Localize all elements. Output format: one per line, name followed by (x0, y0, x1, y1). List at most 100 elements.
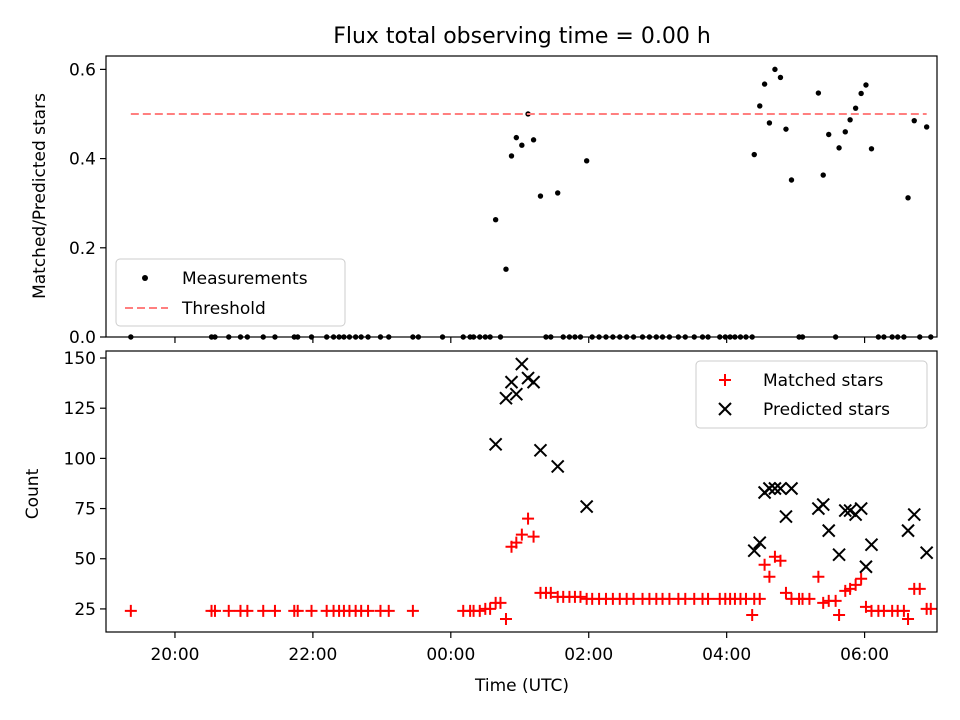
matched-stars-point (702, 592, 715, 605)
count-y-tick-label: 50 (74, 550, 96, 570)
matched-stars-point (833, 608, 846, 621)
legend-threshold-label: Threshold (181, 299, 266, 319)
measurements-point (503, 266, 509, 272)
predicted-stars-point (901, 523, 915, 538)
predicted-stars-point (907, 507, 921, 522)
matched-stars-point (758, 558, 771, 571)
legend-measurements-label: Measurements (182, 269, 308, 289)
measurements-point (911, 117, 917, 124)
x-tick-label: 04:00 (702, 645, 751, 665)
measurements-point (852, 105, 859, 111)
measurements-point (583, 158, 590, 164)
count-plot-area (124, 357, 937, 625)
matched-stars-point (849, 578, 862, 591)
measurements-point (492, 216, 499, 223)
matched-stars-point (499, 612, 512, 625)
measurements-point (858, 90, 864, 97)
measurements-point (842, 129, 848, 135)
predicted-stars-point (816, 497, 830, 512)
measurements-point (826, 131, 832, 138)
measurements-point (868, 146, 875, 152)
matched-stars-point (124, 604, 137, 617)
measurements-point (905, 195, 911, 201)
predicted-stars-point (550, 459, 565, 474)
x-tick-label: 06:00 (840, 645, 889, 665)
ratio-y-axis-label: Matched/Predicted stars (30, 93, 50, 299)
matched-stars-point (527, 530, 540, 543)
matched-stars-point (362, 604, 375, 617)
count-y-tick-label: 100 (64, 449, 96, 469)
count-y-axis-label: Count (23, 468, 43, 519)
ratio-legend-box (115, 258, 346, 327)
count-y-tick-label: 125 (64, 399, 96, 419)
measurements-point (847, 117, 853, 123)
predicted-stars-point (753, 535, 767, 550)
x-tick-label: 22:00 (288, 645, 337, 665)
matched-stars-point (257, 604, 270, 617)
predicted-stars-point (919, 546, 934, 560)
legend-measurements-marker (142, 275, 148, 281)
measurements-point (788, 177, 795, 183)
x-axis-label: Time (UTC) (474, 676, 569, 696)
matched-stars-point (484, 602, 497, 615)
predicted-stars-point (838, 503, 852, 518)
predicted-stars-point (784, 481, 799, 496)
ratio-plot-frame (105, 55, 938, 338)
predicted-stars-point (521, 371, 535, 385)
chart-title: Flux total observing time = 0.00 h (333, 24, 711, 49)
predicted-stars-point (864, 537, 879, 552)
measurements-point (766, 120, 773, 126)
predicted-stars-point (762, 481, 777, 496)
predicted-stars-point (854, 501, 868, 516)
count-panel: 25 50 75 100 125 150 20:00 22:00 00:00 02:00 04:00… (23, 349, 938, 696)
measurements-point (836, 145, 842, 151)
measurements-point (530, 137, 537, 143)
matched-stars-point (753, 592, 766, 605)
ratio-y-tick-label: 0.6 (69, 60, 96, 80)
measurements-point (815, 90, 822, 96)
measurements-point (820, 172, 826, 178)
matched-stars-point (473, 604, 486, 617)
predicted-stars-point (509, 387, 524, 401)
matched-stars-point (241, 604, 254, 617)
matched-stars-point (382, 604, 395, 617)
legend-matched-marker (719, 374, 731, 386)
count-y-tick-label: 150 (64, 349, 96, 369)
ratio-plot-area (128, 66, 934, 340)
matched-stars-point (812, 570, 825, 583)
predicted-stars-point (822, 523, 836, 538)
predicted-stars-point (859, 560, 873, 574)
matched-stars-point (913, 582, 926, 595)
measurements-point (863, 82, 869, 88)
matched-stars-point (779, 586, 792, 599)
count-y-tick-label: 75 (74, 500, 96, 520)
predicted-stars-point (499, 391, 513, 405)
ratio-y-tick-label: 0.2 (69, 239, 96, 259)
matched-stars-point (746, 608, 759, 621)
matched-stars-point (510, 536, 523, 549)
measurements-point (555, 190, 561, 196)
matched-stars-point (803, 592, 816, 605)
measurements-point (772, 66, 778, 73)
matched-stars-point (305, 604, 318, 617)
predicted-stars-point (488, 437, 503, 452)
count-legend: Matched stars Predicted stars (695, 360, 928, 429)
matched-stars-point (291, 604, 304, 617)
predicted-stars-point (773, 481, 788, 496)
matched-stars-point (268, 604, 281, 617)
count-plot-frame (105, 350, 938, 633)
measurements-point (783, 126, 789, 132)
ratio-y-tick-label: 0.0 (69, 328, 96, 348)
predicted-stars-point (843, 503, 857, 518)
predicted-stars-point (747, 544, 761, 558)
predicted-stars-point (504, 375, 519, 389)
measurements-point (508, 153, 515, 159)
measurements-point (757, 103, 763, 109)
predicted-stars-point (779, 509, 793, 524)
ratio-legend: Measurements Threshold (115, 258, 346, 327)
matched-stars-point (897, 604, 910, 617)
matched-stars-point (222, 604, 235, 617)
matched-stars-point (522, 512, 535, 525)
predicted-stars-point (526, 375, 541, 389)
